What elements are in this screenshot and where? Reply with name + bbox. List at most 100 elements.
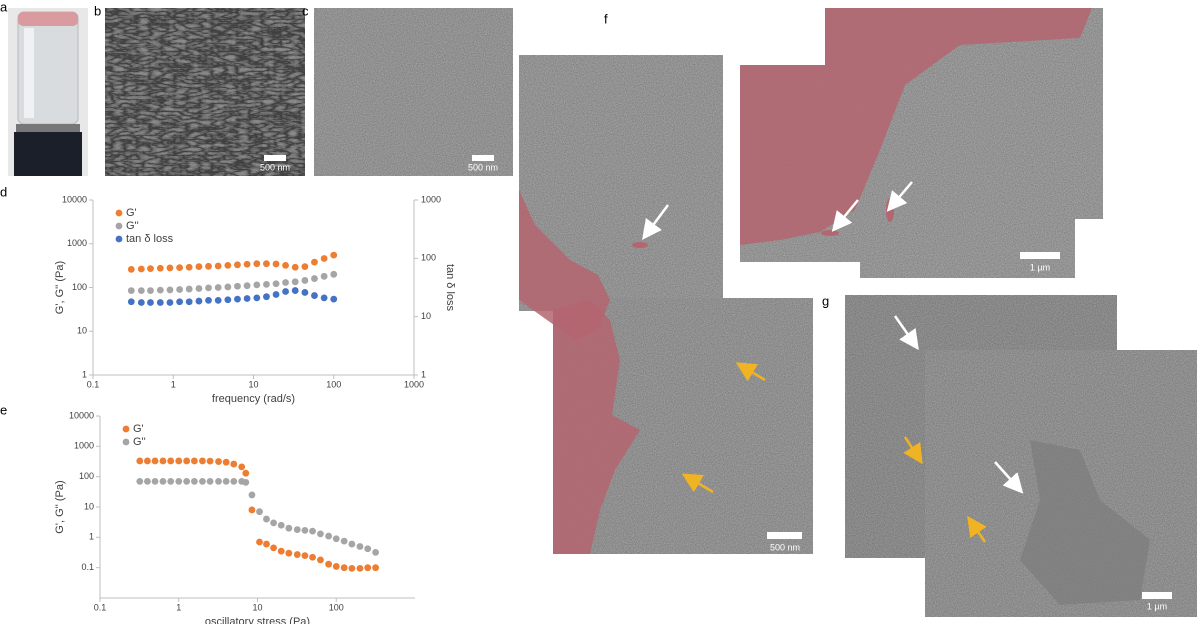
data-point: [238, 463, 246, 471]
data-point: [137, 299, 145, 306]
data-point: [282, 261, 289, 269]
data-point: [277, 547, 285, 555]
data-point: [330, 251, 338, 259]
data-point: [243, 260, 251, 268]
vial-photo: [8, 8, 88, 176]
data-point: [317, 530, 324, 538]
data-point: [256, 538, 263, 546]
panel-label: c: [302, 3, 309, 18]
data-point: [243, 295, 251, 302]
data-point: [332, 535, 340, 543]
data-point: [156, 264, 164, 272]
data-point: [325, 532, 333, 540]
scale-bar-label: 500 nm: [260, 162, 290, 172]
scale-bar-label: 1 µm: [1147, 601, 1167, 611]
x-tick-label: 1: [176, 602, 181, 612]
data-point: [356, 564, 364, 572]
scale-bar: [264, 155, 286, 161]
data-point: [282, 279, 289, 286]
x-axis-title: oscillatory stress (Pa): [205, 616, 310, 624]
scale-bar-label: 500 nm: [770, 542, 800, 552]
data-point: [356, 543, 364, 550]
data-point: [234, 295, 241, 303]
data-point: [301, 526, 309, 534]
x-tick-label: 100: [326, 379, 341, 389]
data-point: [301, 263, 309, 271]
scale-bar: [1142, 592, 1172, 599]
legend-label: G': [133, 423, 144, 435]
data-point: [166, 286, 174, 294]
data-point: [285, 549, 293, 557]
data-point: [372, 548, 380, 556]
data-point: [159, 477, 167, 485]
data-point: [291, 287, 299, 294]
data-point: [272, 291, 280, 298]
y-tick-label: 10: [77, 326, 87, 336]
data-point: [144, 457, 151, 465]
data-point: [224, 261, 232, 269]
data-point: [340, 564, 348, 572]
data-point: [301, 277, 309, 284]
scale-bar: [472, 155, 494, 161]
data-point: [127, 298, 135, 306]
data-point: [176, 286, 184, 293]
legend-marker: [122, 425, 130, 433]
y2-axis-title: tan δ loss: [444, 264, 456, 312]
data-point: [195, 285, 203, 292]
data-point: [263, 280, 270, 288]
data-point: [224, 296, 232, 304]
data-point: [195, 297, 203, 305]
data-point: [206, 477, 214, 485]
data-point: [320, 294, 328, 302]
data-point: [176, 298, 184, 306]
data-point: [263, 260, 270, 268]
data-point: [147, 299, 154, 306]
data-point: [136, 477, 144, 485]
data-point: [222, 458, 230, 466]
legend-label: tan δ loss: [126, 233, 174, 245]
x-tick-label: 100: [329, 602, 344, 612]
data-point: [320, 255, 328, 262]
data-point: [309, 553, 316, 561]
data-point: [214, 262, 222, 270]
data-point: [372, 564, 380, 572]
data-point: [224, 283, 232, 291]
x-tick-label: 1: [171, 379, 176, 389]
y-tick-label: 10000: [62, 194, 87, 204]
y-axis-title: G', G'' (Pa): [54, 480, 66, 533]
scale-bar: [1020, 252, 1060, 259]
data-point: [348, 540, 356, 548]
data-point: [166, 299, 174, 306]
y-tick-label: 1: [82, 369, 87, 379]
data-point: [242, 478, 250, 486]
data-point: [311, 292, 318, 299]
data-point: [167, 477, 175, 485]
y2-tick-label: 1: [421, 369, 426, 379]
data-point: [348, 564, 356, 572]
data-point: [206, 457, 214, 465]
data-point: [230, 477, 238, 485]
data-point: [253, 294, 261, 302]
data-point: [272, 260, 280, 268]
y-tick-label: 100: [72, 282, 87, 292]
panel-label: e: [0, 402, 7, 417]
data-point: [190, 477, 198, 485]
data-point: [144, 477, 151, 485]
data-point: [230, 460, 238, 468]
data-point: [263, 515, 270, 523]
data-point: [340, 537, 348, 545]
y-tick-label: 0.1: [81, 562, 94, 572]
x-tick-label: 0.1: [87, 379, 100, 389]
data-point: [309, 527, 316, 535]
data-point: [253, 281, 261, 289]
scale-bar-label: 500 nm: [468, 162, 498, 172]
data-point: [199, 477, 206, 485]
data-point: [320, 272, 328, 280]
data-point: [332, 563, 340, 570]
data-point: [151, 457, 159, 465]
y-tick-label: 1: [89, 532, 94, 542]
data-point: [185, 285, 193, 293]
data-point: [215, 458, 222, 465]
data-point: [205, 284, 212, 292]
